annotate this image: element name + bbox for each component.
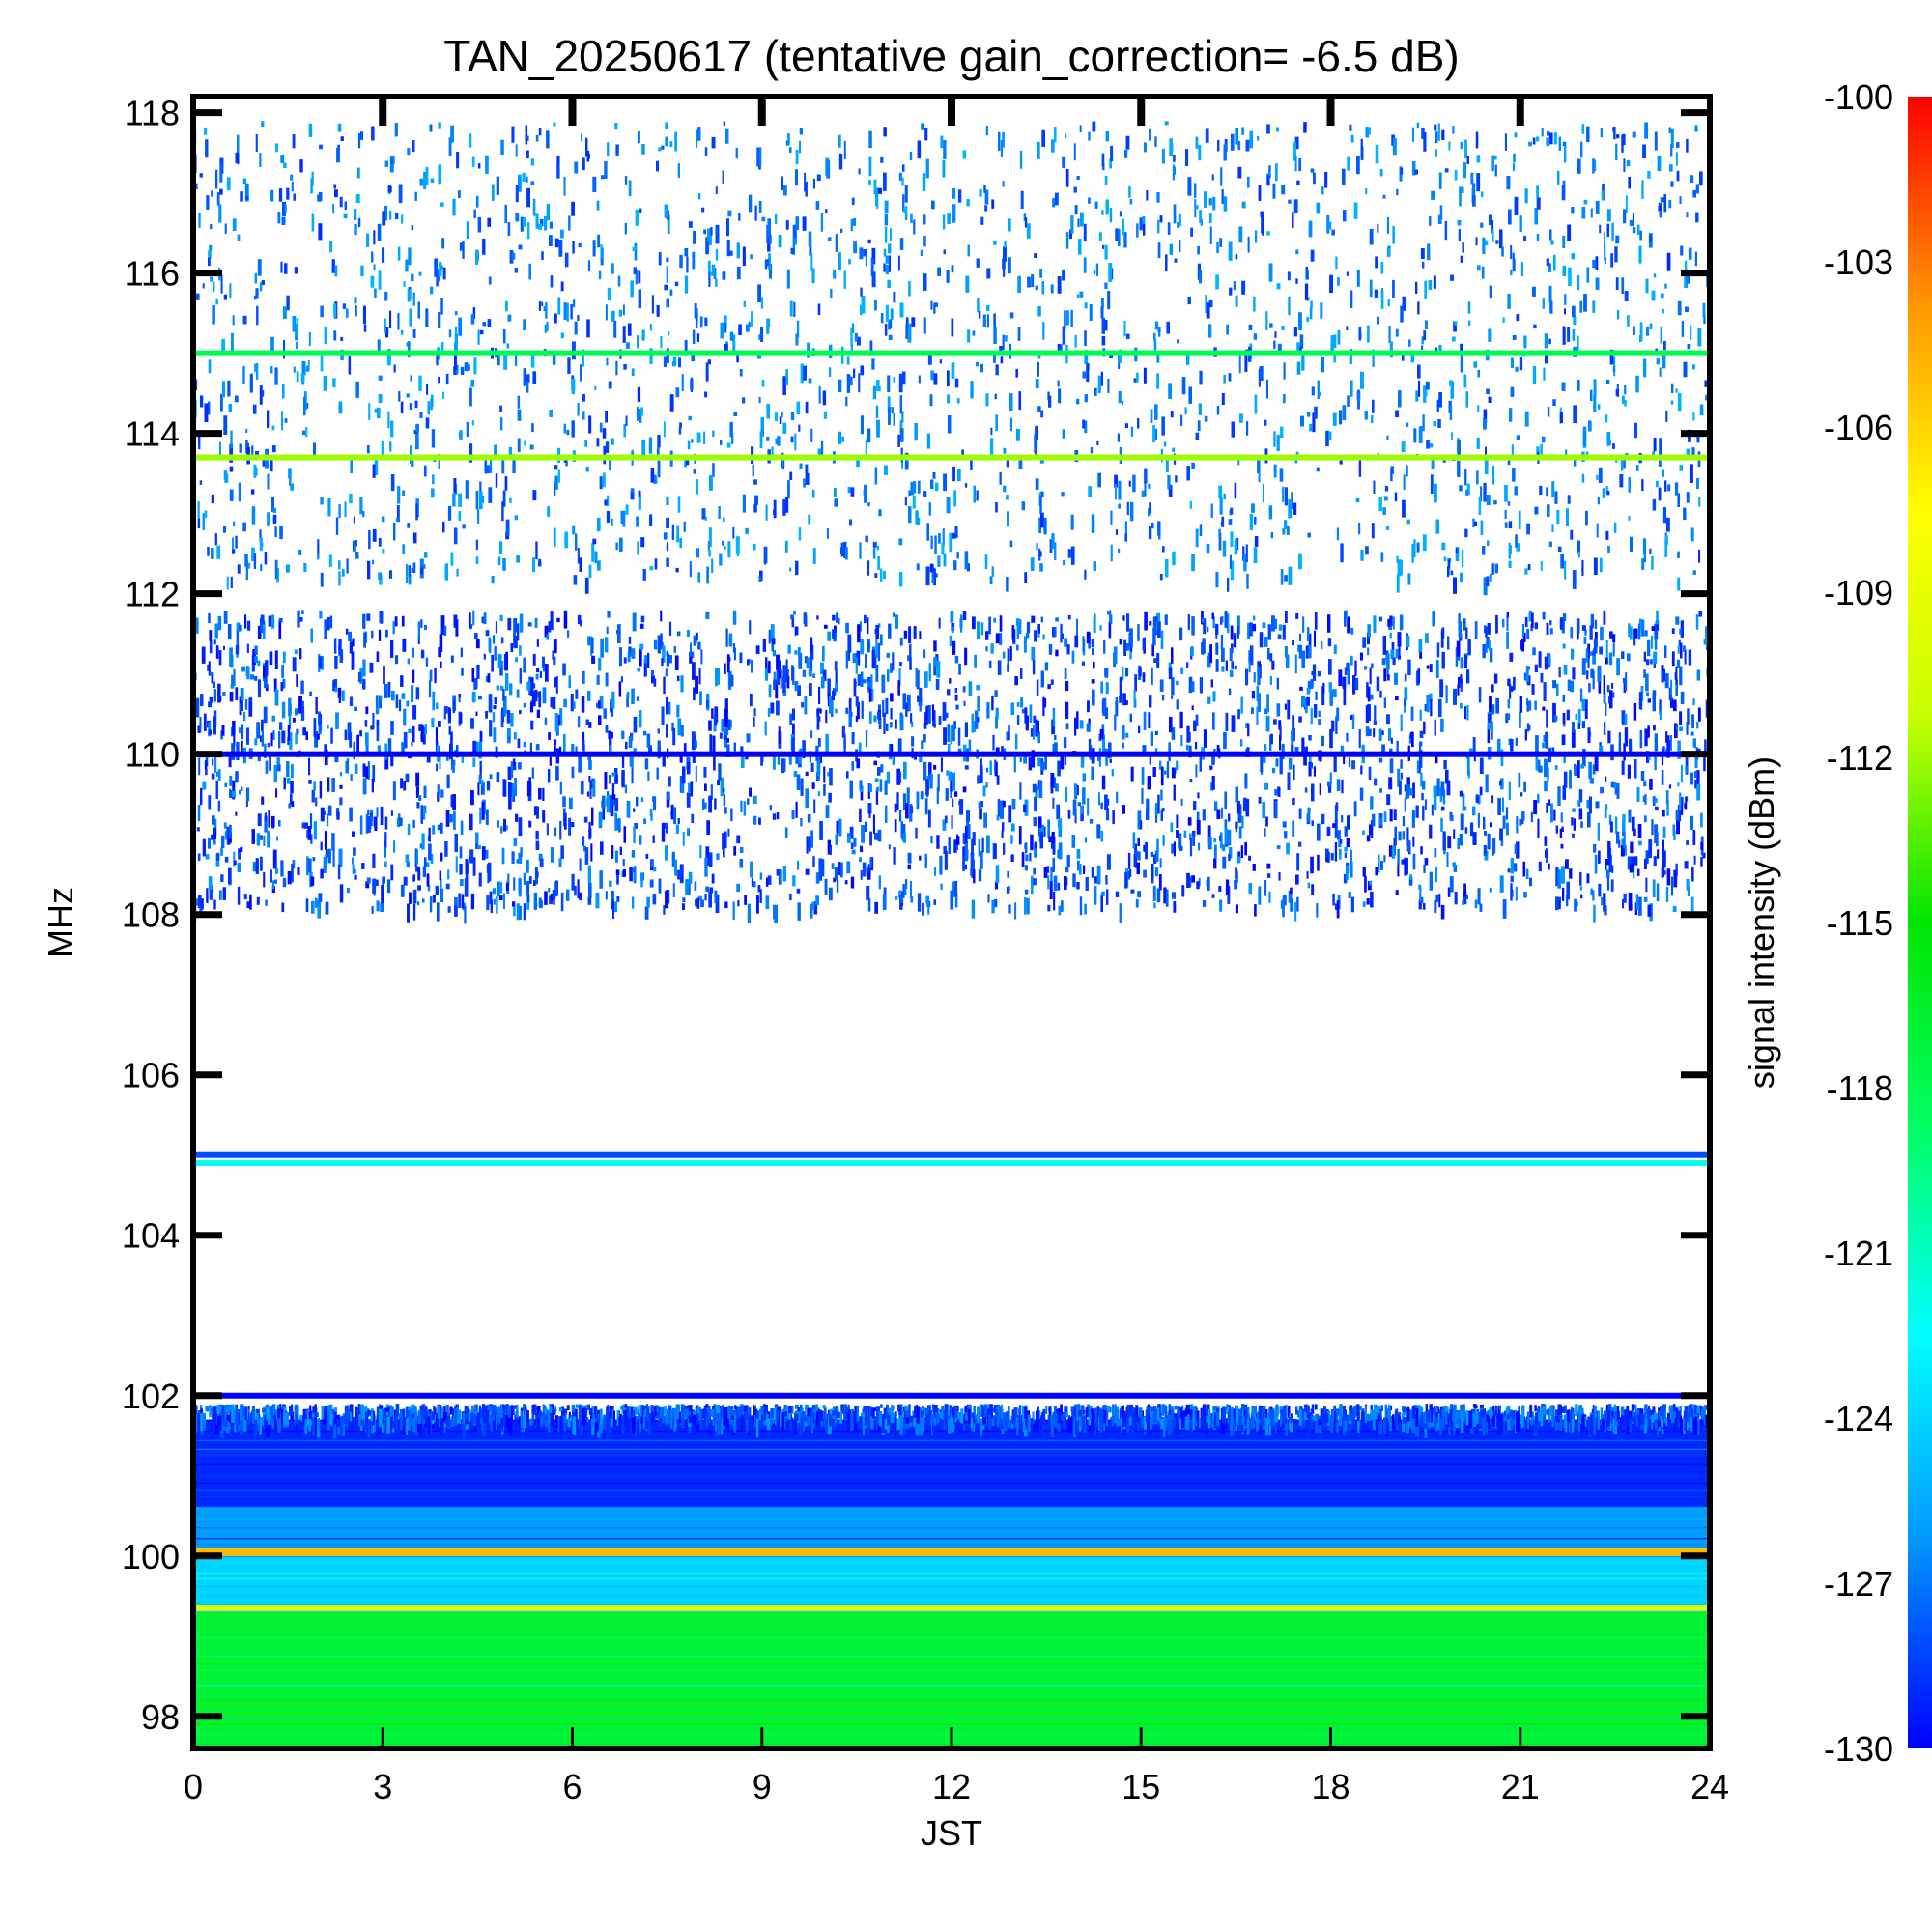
y-tick-label: 118 (125, 94, 180, 133)
y-tick-label: 106 (122, 1056, 180, 1095)
colorbar-tick-label: -112 (1827, 738, 1893, 778)
plot-area (193, 121, 1710, 1748)
band-7 (193, 121, 1710, 596)
colorbar-label: signal intensity (dBm) (1742, 756, 1781, 1089)
y-tick-label: 112 (125, 575, 180, 614)
band-2 (193, 1548, 1710, 1556)
x-tick-label: 0 (184, 1767, 203, 1806)
signal-line-5 (193, 1392, 1710, 1399)
colorbar-tick-label: -124 (1824, 1399, 1893, 1438)
band-3-rows (193, 1507, 1710, 1546)
colorbar-tick-label: -115 (1827, 903, 1893, 943)
y-tick-label: 100 (122, 1537, 180, 1577)
colorbar-tick-label: -130 (1824, 1729, 1893, 1769)
x-tick-label: 9 (753, 1767, 772, 1806)
band-6 (194, 610, 1710, 924)
x-tick-label: 3 (373, 1767, 392, 1806)
colorbar-tick-label: -127 (1824, 1564, 1893, 1604)
band-5 (194, 1404, 1710, 1439)
x-tick-label: 21 (1501, 1767, 1540, 1806)
colorbar (1908, 97, 1932, 1748)
y-tick-label: 114 (125, 414, 180, 454)
signal-line-0 (193, 350, 1710, 356)
signal-line-6 (193, 1605, 1710, 1611)
y-axis: 98 100 102 104 106 108 110 112 114 116 118 (122, 94, 1710, 1737)
y-tick-label: 104 (122, 1216, 180, 1256)
y-tick-label: 110 (125, 735, 180, 775)
signal-line-2 (193, 751, 1710, 757)
x-axis-label: JST (921, 1813, 982, 1853)
band-2-rows (193, 1548, 1710, 1549)
y-tick-label: 108 (122, 895, 180, 935)
colorbar-tick-label: -109 (1824, 573, 1893, 612)
y-tick-label: 102 (122, 1377, 180, 1416)
y-tick-label: 116 (125, 254, 180, 294)
band-1 (193, 1555, 1710, 1612)
y-axis-label: MHz (41, 887, 80, 958)
colorbar-tick-label: -106 (1824, 408, 1893, 447)
x-axis: 0 3 6 9 12 15 18 21 24 (184, 97, 1729, 1806)
x-tick-label: 6 (562, 1767, 582, 1806)
colorbar-tick-label: -100 (1824, 77, 1893, 117)
signal-line-1 (193, 454, 1710, 461)
x-tick-label: 15 (1122, 1767, 1160, 1806)
signal-line-4 (193, 1160, 1710, 1167)
band-0 (193, 1611, 1710, 1748)
colorbar-ticks: -100 -103 -106 -109 -112 -115 -118 -121 -124 -127… (1824, 77, 1893, 1769)
colorbar-tick-label: -121 (1824, 1234, 1893, 1273)
signal-line-3 (193, 1151, 1710, 1158)
colorbar-tick-label: -103 (1824, 242, 1893, 282)
x-tick-label: 24 (1690, 1767, 1729, 1806)
y-tick-label: 98 (141, 1697, 180, 1737)
x-tick-label: 12 (932, 1767, 971, 1806)
x-tick-label: 18 (1311, 1767, 1350, 1806)
chart-title: TAN_20250617 (tentative gain_correction=… (443, 31, 1459, 81)
colorbar-tick-label: -118 (1827, 1068, 1893, 1108)
